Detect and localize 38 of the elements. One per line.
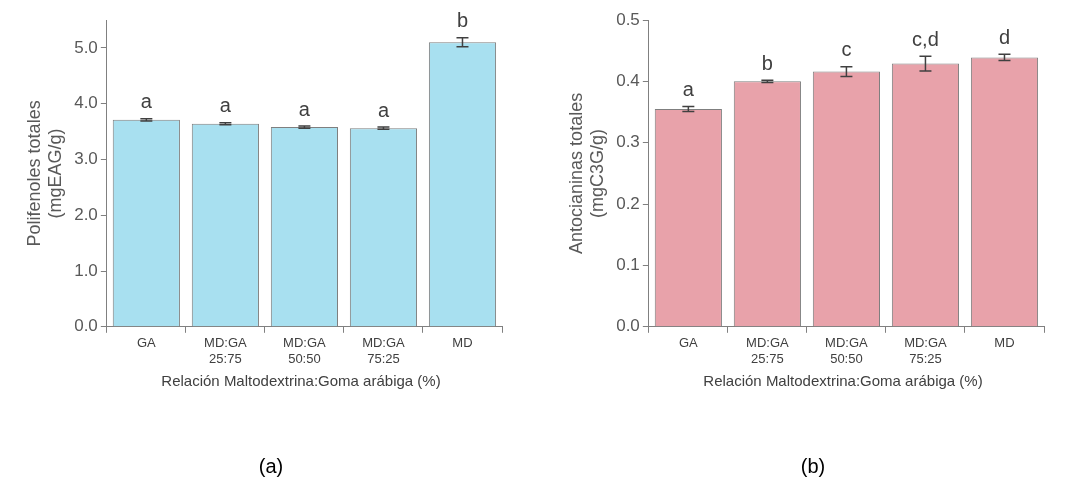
x-tick-label: GA — [678, 335, 699, 351]
x-tick-label: MD:GA 25:75 — [746, 335, 790, 366]
text: (b) — [799, 455, 827, 478]
y-tick-label: 0.2 — [616, 193, 640, 213]
annotation: b — [761, 51, 773, 74]
x-tick-label: MD — [452, 335, 473, 351]
annotation: a — [377, 98, 390, 121]
y-axis-title: Polifenoles totales (mgEAG/g) — [23, 100, 66, 247]
y-tick-label: 0.0 — [616, 316, 640, 336]
text: (a) — [257, 455, 285, 478]
annotation: b — [456, 9, 469, 32]
annotation: a — [140, 90, 153, 113]
y-tick-label: 5.0 — [74, 37, 98, 57]
x-tick-label: MD:GA 75:25 — [904, 335, 948, 366]
annotation: c — [841, 38, 852, 61]
annotation: a — [219, 94, 232, 117]
x-tick-label: MD — [994, 335, 1015, 351]
y-tick-label: 1.0 — [74, 260, 98, 280]
annotation: a — [682, 78, 695, 101]
y-tick-label: 0.5 — [616, 9, 640, 29]
y-tick-label: 4.0 — [74, 93, 98, 113]
x-tick-label: MD:GA 25:75 — [204, 335, 248, 366]
y-axis-title: Antocianinas totales (mgC3G/g) — [565, 92, 608, 254]
x-tick-label: GA — [136, 335, 157, 351]
annotation: d — [998, 25, 1011, 48]
annotation: a — [298, 97, 311, 120]
x-axis-title: Relación Maltodextrina:Goma arábiga (%) — [160, 372, 442, 389]
y-tick-label: 0.1 — [616, 255, 640, 275]
x-tick-label: MD:GA 50:50 — [283, 335, 327, 366]
y-tick-label: 3.0 — [74, 149, 98, 169]
x-tick-label: MD:GA 50:50 — [825, 335, 869, 366]
x-tick-label: MD:GA 75:25 — [362, 335, 406, 366]
x-axis-title: Relación Maltodextrina:Goma arábiga (%) — [702, 372, 984, 389]
y-tick-label: 0.0 — [74, 316, 98, 336]
y-tick-label: 0.3 — [616, 132, 640, 152]
y-tick-label: 2.0 — [74, 204, 98, 224]
y-tick-label: 0.4 — [616, 71, 640, 91]
annotation: c,d — [912, 27, 939, 50]
